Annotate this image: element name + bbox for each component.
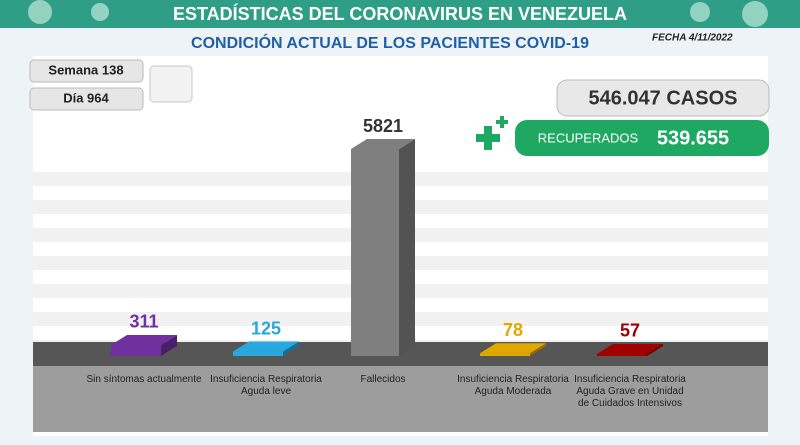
category-label: Insuficiencia Respiratoria Aguda leve bbox=[210, 374, 322, 397]
bar-side bbox=[647, 343, 663, 356]
bar-front bbox=[351, 149, 399, 356]
bar-top bbox=[111, 334, 177, 345]
bar-front bbox=[233, 351, 283, 356]
bar-front bbox=[597, 353, 647, 356]
subtitle: CONDICIÓN ACTUAL DE LOS PACIENTES COVID-… bbox=[191, 33, 589, 52]
bar-side bbox=[161, 334, 177, 356]
date: FECHA 4/11/2022 bbox=[652, 33, 733, 44]
category-label: Fallecidos bbox=[360, 374, 406, 385]
bar-side bbox=[283, 341, 299, 356]
value-label: 125 bbox=[251, 318, 281, 338]
bar bbox=[111, 334, 177, 356]
day: Día 964 bbox=[63, 90, 109, 105]
bar-front bbox=[480, 353, 530, 356]
plus-icon bbox=[496, 116, 508, 128]
recovered-box bbox=[515, 120, 769, 156]
bar-top bbox=[351, 139, 415, 149]
recovered-label: RECUPERADOS bbox=[538, 130, 639, 145]
virus-icon bbox=[742, 1, 768, 27]
cases-box bbox=[556, 79, 770, 117]
header-banner bbox=[0, 0, 800, 28]
virus-icon bbox=[690, 2, 710, 22]
bar bbox=[480, 343, 546, 356]
value-label: 311 bbox=[129, 312, 158, 332]
virus-icon bbox=[28, 0, 52, 24]
recovered-value: 539.655 bbox=[657, 127, 729, 149]
bar-top bbox=[233, 341, 299, 352]
bar bbox=[597, 343, 663, 356]
category-label: Sin síntomas actualmente bbox=[86, 374, 202, 385]
bar-top bbox=[480, 343, 546, 354]
week: Semana 138 bbox=[48, 62, 123, 77]
bar-top bbox=[597, 343, 663, 354]
bar-side bbox=[530, 343, 546, 356]
week-box bbox=[29, 59, 144, 83]
calendar-icon bbox=[149, 65, 193, 103]
value-label: 57 bbox=[620, 321, 640, 341]
label-band bbox=[33, 366, 768, 432]
bar bbox=[351, 139, 415, 356]
virus-icon bbox=[91, 3, 109, 21]
bar-side bbox=[399, 139, 415, 356]
bar-front bbox=[111, 344, 161, 356]
day-box bbox=[29, 87, 144, 111]
cases: 546.047 CASOS bbox=[589, 87, 738, 109]
bar bbox=[233, 341, 299, 356]
category-label: Insuficiencia Respiratoria Aguda Moderad… bbox=[457, 374, 569, 397]
category-label: Insuficiencia Respiratoria Aguda Grave e… bbox=[574, 374, 686, 409]
plus-icon bbox=[476, 126, 500, 150]
value-label: 5821 bbox=[363, 116, 403, 136]
value-label: 78 bbox=[503, 320, 523, 340]
title: ESTADÍSTICAS DEL CORONAVIRUS EN VENEZUEL… bbox=[173, 3, 627, 24]
